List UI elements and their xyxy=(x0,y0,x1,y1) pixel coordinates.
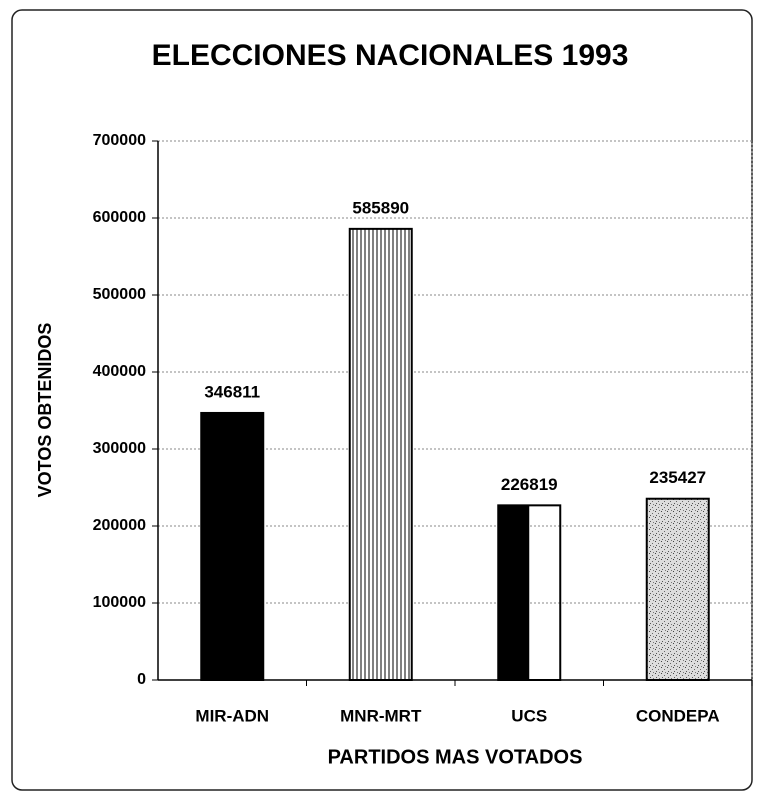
x-tick-label: CONDEPA xyxy=(636,706,720,725)
bar xyxy=(200,411,265,681)
y-tick-label: 500000 xyxy=(93,286,146,303)
x-tick-label: UCS xyxy=(511,706,547,725)
value-label: 585890 xyxy=(352,198,409,217)
value-label: 346811 xyxy=(204,382,260,401)
y-tick-label: 100000 xyxy=(93,594,146,611)
y-tick-label: 300000 xyxy=(93,440,146,457)
chart-title: ELECCIONES NACIONALES 1993 xyxy=(152,39,629,72)
x-tick-label: MIR-ADN xyxy=(195,706,269,725)
y-axis-label: VOTOS OBTENIDOS xyxy=(35,323,55,498)
y-tick-label: 600000 xyxy=(93,209,146,226)
x-axis-label: PARTIDOS MAS VOTADOS xyxy=(328,746,583,768)
y-tick-label: 700000 xyxy=(93,132,146,149)
value-label: 226819 xyxy=(501,475,558,494)
x-tick-label: MNR-MRT xyxy=(340,706,422,725)
bar xyxy=(645,497,710,682)
bar xyxy=(497,504,562,681)
value-label: 235427 xyxy=(649,468,706,487)
y-tick-label: 0 xyxy=(137,671,146,688)
bar xyxy=(348,227,413,682)
y-tick-label: 400000 xyxy=(93,363,146,380)
y-tick-label: 200000 xyxy=(93,517,146,534)
